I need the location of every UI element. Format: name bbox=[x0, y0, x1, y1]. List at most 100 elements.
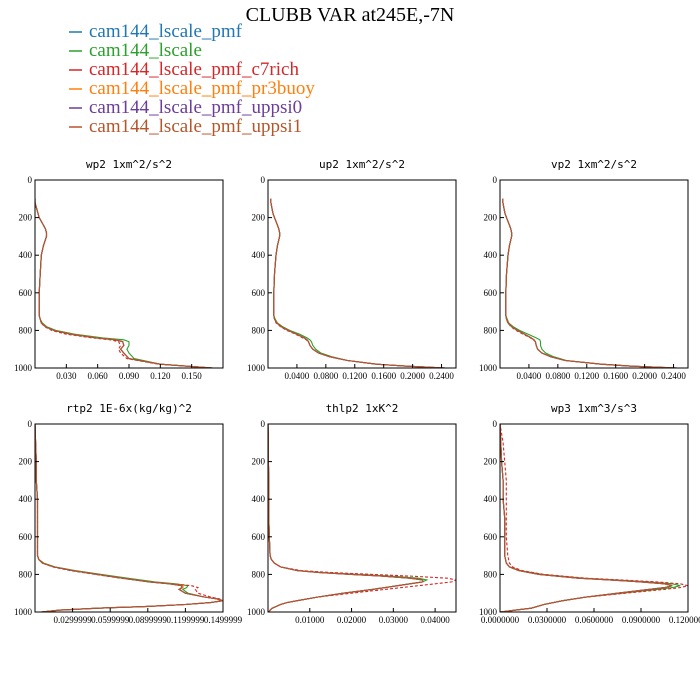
x-tick-label: 0.1600 bbox=[371, 371, 396, 381]
series-line bbox=[270, 198, 446, 368]
series-group bbox=[270, 198, 446, 368]
x-tick-label: 0.0899999 bbox=[129, 615, 168, 625]
y-tick-label: 600 bbox=[484, 532, 498, 542]
y-tick-label: 800 bbox=[252, 569, 266, 579]
x-tick-label: 0.2400 bbox=[661, 371, 686, 381]
x-tick-label: 0.060 bbox=[88, 371, 109, 381]
x-tick-label: 0.0299999 bbox=[53, 615, 92, 625]
x-tick-label: 0.120 bbox=[150, 371, 171, 381]
y-tick-label: 600 bbox=[252, 532, 266, 542]
series-line bbox=[35, 198, 213, 368]
legend-label: cam144_lscale_pmf_c7rich bbox=[89, 59, 299, 80]
series-line bbox=[500, 424, 673, 612]
plot-frame bbox=[267, 423, 457, 613]
series-line bbox=[268, 424, 456, 612]
y-tick-label: 600 bbox=[252, 288, 266, 298]
panel-title: wp3 1xm^3/s^3 bbox=[551, 402, 637, 415]
legend-label: cam144_lscale_pmf_uppsi1 bbox=[89, 116, 302, 137]
series-line bbox=[500, 424, 673, 612]
x-tick-label: 0.1200000 bbox=[669, 615, 700, 625]
y-tick-label: 400 bbox=[252, 494, 266, 504]
series-line bbox=[502, 198, 678, 368]
x-tick-label: 0.0400 bbox=[517, 371, 542, 381]
y-tick-label: 800 bbox=[252, 325, 266, 335]
y-tick-label: 200 bbox=[484, 213, 498, 223]
series-line bbox=[270, 198, 446, 368]
y-tick-label: 200 bbox=[19, 213, 33, 223]
series-line bbox=[270, 198, 446, 368]
x-tick-label: 0.1199999 bbox=[166, 615, 204, 625]
series-line bbox=[268, 424, 424, 612]
x-tick-label: 0.1200 bbox=[574, 371, 599, 381]
series-line bbox=[502, 198, 678, 368]
x-tick-label: 0.0900000 bbox=[622, 615, 661, 625]
series-group bbox=[502, 198, 678, 368]
legend: cam144_lscale_pmfcam144_lscalecam144_lsc… bbox=[69, 21, 315, 137]
panel-4: rtp2 1E-6x(kg/kg)^2 0 200 400 600 800 1000 0.02… bbox=[14, 402, 243, 625]
legend-label: cam144_lscale bbox=[89, 40, 202, 61]
series-group bbox=[35, 198, 213, 368]
y-tick-label: 1000 bbox=[247, 363, 266, 373]
x-tick-label: 0.2400 bbox=[429, 371, 454, 381]
panel-title: wp2 1xm^2/s^2 bbox=[86, 158, 172, 171]
legend-entry: cam144_lscale_pmf_uppsi0 bbox=[69, 97, 302, 118]
legend-label: cam144_lscale_pmf_uppsi0 bbox=[89, 97, 302, 118]
plot-frame bbox=[267, 179, 457, 369]
y-tick-label: 600 bbox=[484, 288, 498, 298]
x-tick-label: 0.04000 bbox=[420, 615, 450, 625]
y-tick-label: 400 bbox=[484, 250, 498, 260]
series-line bbox=[500, 424, 681, 612]
panels: wp2 1xm^2/s^2 0 200 400 600 800 1000 0.030 0.060… bbox=[14, 158, 700, 625]
x-tick-label: 0.0600000 bbox=[575, 615, 614, 625]
panel-title: vp2 1xm^2/s^2 bbox=[551, 158, 637, 171]
series-line bbox=[268, 424, 429, 612]
x-tick-label: 0.2000 bbox=[400, 371, 425, 381]
y-tick-label: 400 bbox=[252, 250, 266, 260]
x-tick-label: 0.01000 bbox=[295, 615, 325, 625]
series-line bbox=[500, 424, 673, 612]
y-tick-label: 0 bbox=[493, 175, 498, 185]
y-tick-label: 0 bbox=[28, 419, 33, 429]
series-line bbox=[35, 424, 223, 612]
x-tick-label: 0.0800 bbox=[313, 371, 338, 381]
y-tick-label: 200 bbox=[19, 457, 33, 467]
series-line bbox=[500, 424, 673, 612]
legend-entry: cam144_lscale_pmf_pr3buoy bbox=[69, 78, 315, 99]
y-tick-label: 800 bbox=[19, 325, 33, 335]
x-tick-label: 0.02000 bbox=[337, 615, 367, 625]
series-line bbox=[35, 198, 213, 368]
x-tick-label: 0.030 bbox=[56, 371, 77, 381]
series-line bbox=[502, 198, 678, 368]
y-tick-label: 1000 bbox=[479, 363, 498, 373]
panel-2: up2 1xm^2/s^2 0 200 400 600 800 1000 0.0400 0.08… bbox=[247, 158, 457, 381]
x-tick-label: 0.0400 bbox=[285, 371, 310, 381]
figure-title: CLUBB VAR at245E,-7N bbox=[246, 4, 455, 26]
plot-frame bbox=[34, 179, 224, 369]
x-tick-label: 0.0000000 bbox=[481, 615, 520, 625]
legend-label: cam144_lscale_pmf bbox=[89, 21, 243, 42]
series-line bbox=[35, 424, 223, 612]
series-line bbox=[502, 198, 678, 368]
series-line bbox=[270, 198, 446, 368]
series-line bbox=[268, 424, 424, 612]
plot-frame bbox=[34, 423, 224, 613]
panel-title: rtp2 1E-6x(kg/kg)^2 bbox=[66, 402, 192, 415]
y-tick-label: 0 bbox=[261, 419, 266, 429]
y-tick-label: 1000 bbox=[479, 607, 498, 617]
y-tick-label: 400 bbox=[19, 250, 33, 260]
series-line bbox=[268, 424, 424, 612]
x-tick-label: 0.0300000 bbox=[528, 615, 567, 625]
x-tick-label: 0.0599999 bbox=[91, 615, 130, 625]
y-tick-label: 600 bbox=[19, 288, 33, 298]
series-line bbox=[268, 424, 424, 612]
series-group bbox=[35, 424, 223, 612]
x-tick-label: 0.1200 bbox=[342, 371, 367, 381]
series-line bbox=[35, 198, 213, 368]
y-tick-label: 200 bbox=[484, 457, 498, 467]
legend-entry: cam144_lscale bbox=[69, 40, 202, 61]
y-tick-label: 200 bbox=[252, 457, 266, 467]
x-tick-label: 0.150 bbox=[182, 371, 203, 381]
y-tick-label: 800 bbox=[19, 569, 33, 579]
series-line bbox=[502, 198, 678, 368]
x-tick-label: 0.0800 bbox=[545, 371, 570, 381]
